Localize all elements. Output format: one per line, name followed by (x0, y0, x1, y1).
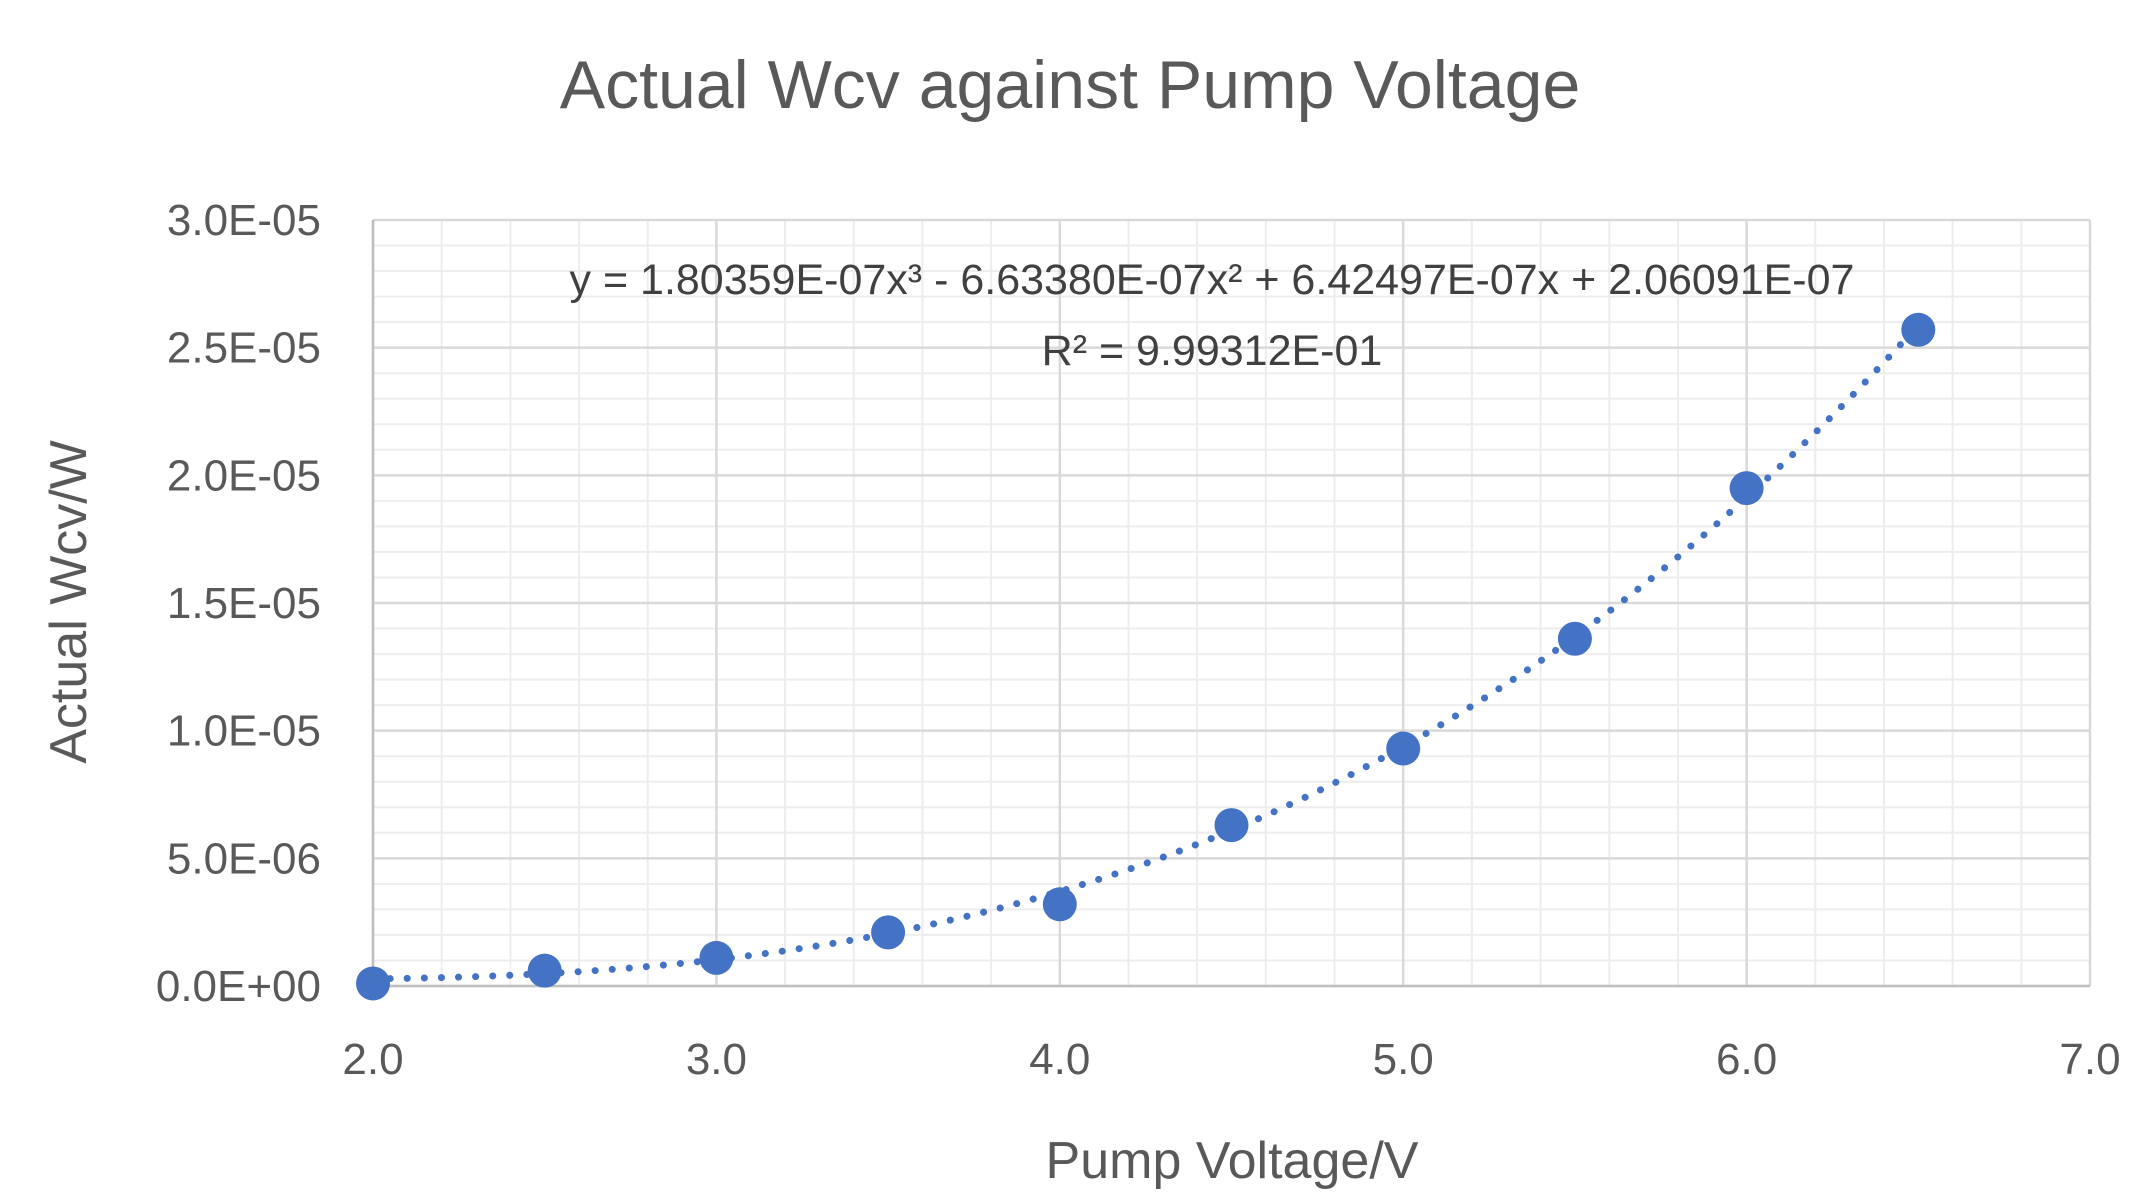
x-tick-label: 2.0 (342, 1035, 403, 1084)
data-point (356, 966, 390, 1001)
x-tick-label: 5.0 (1373, 1035, 1434, 1084)
x-tick-label: 6.0 (1716, 1035, 1777, 1084)
data-point (699, 940, 734, 975)
x-axis-title: Pump Voltage/V (1046, 1132, 1419, 1190)
data-point (1901, 312, 1936, 347)
y-tick-label: 1.0E-05 (167, 707, 321, 756)
x-tick-label: 4.0 (1029, 1035, 1090, 1084)
y-tick-label: 3.0E-05 (167, 196, 321, 245)
trendline-r-squared: R² = 9.99312E-01 (1042, 327, 1383, 375)
x-tick-label: 3.0 (686, 1035, 747, 1084)
x-tick-label: 7.0 (2059, 1035, 2120, 1084)
y-tick-label: 2.5E-05 (167, 324, 321, 373)
y-tick-label: 0.0E+00 (156, 962, 321, 1011)
data-point (527, 953, 562, 988)
data-point (1214, 808, 1249, 843)
data-point (1557, 621, 1592, 656)
y-tick-label: 1.5E-05 (167, 579, 321, 628)
y-axis-title: Actual Wcv/W (40, 440, 98, 764)
data-points (356, 312, 1936, 1001)
y-tick-label: 5.0E-06 (167, 834, 321, 883)
chart-title: Actual Wcv against Pump Voltage (560, 47, 1581, 123)
trendline-equation: y = 1.80359E-07x³ - 6.63380E-07x² + 6.42… (570, 256, 1855, 304)
data-point (1729, 471, 1764, 506)
axes (371, 220, 2090, 988)
data-point (1042, 887, 1077, 922)
y-tick-label: 2.0E-05 (167, 451, 321, 500)
text-labels: Actual Wcv against Pump Voltage Pump Vol… (40, 47, 2121, 1190)
data-point (1386, 731, 1421, 766)
trendline (369, 321, 1922, 983)
data-point (871, 915, 906, 950)
trendline-group (369, 321, 1922, 983)
grid (371, 218, 2092, 988)
